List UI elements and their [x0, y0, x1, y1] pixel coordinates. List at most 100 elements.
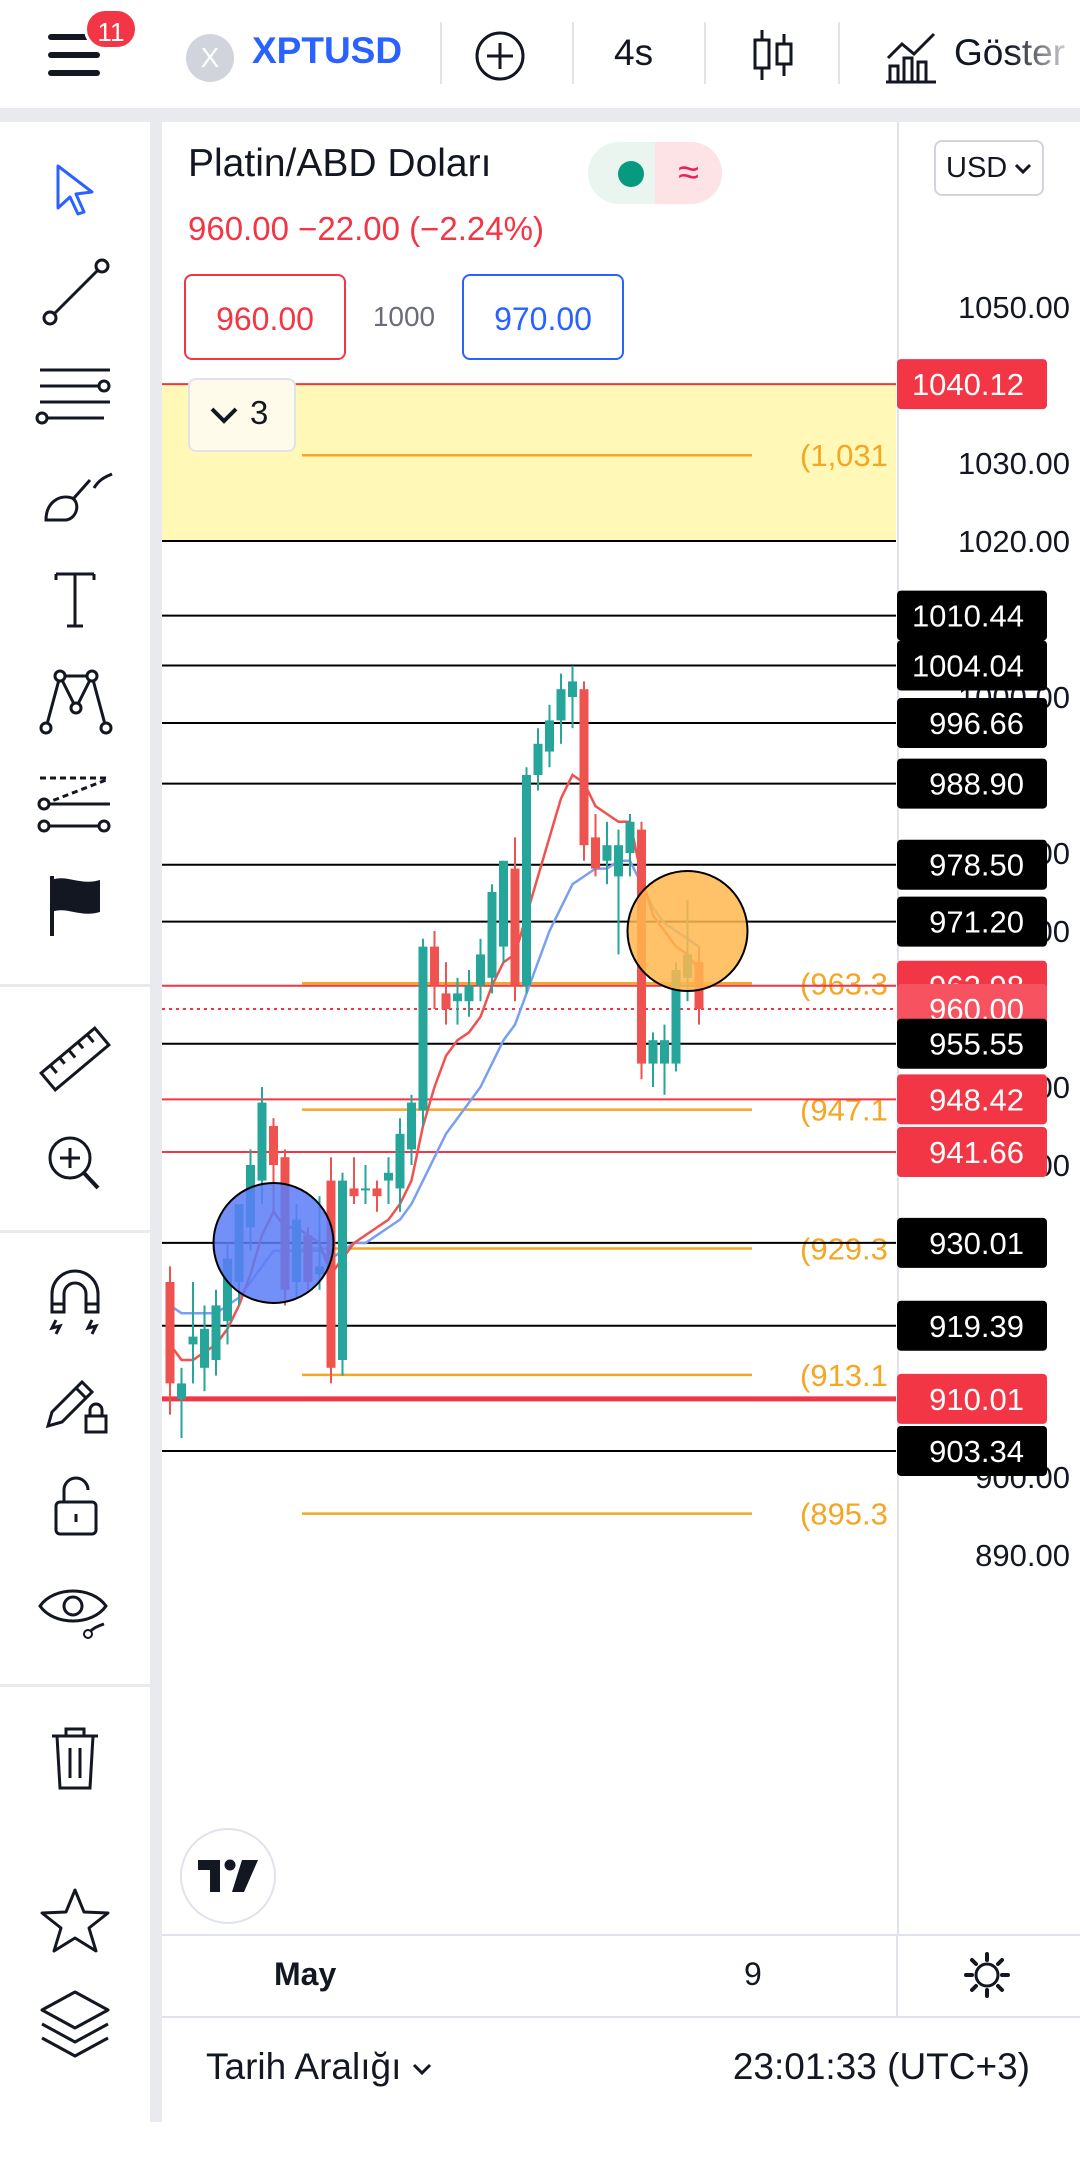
menu-button[interactable] [42, 28, 106, 82]
fib-level-label: (913.1 [800, 1358, 888, 1393]
candle-body [395, 1133, 405, 1189]
lock-drawings-tool[interactable] [30, 1364, 120, 1444]
candle-body [671, 970, 681, 1064]
fib-level-label: (895.3 [800, 1497, 888, 1532]
candle-body [361, 1188, 370, 1191]
candle-body [211, 1305, 221, 1360]
candle-body [441, 993, 451, 1009]
candle-body [579, 689, 589, 846]
candle-body [200, 1328, 209, 1368]
candle-body [533, 743, 543, 775]
candle-body [591, 837, 600, 869]
fib-level-label: (1,031 [800, 438, 888, 473]
pencil-lock-icon [45, 1379, 108, 1434]
trash-icon [52, 1727, 98, 1790]
market-open-dot-icon [618, 161, 644, 187]
candle-body [165, 1282, 175, 1384]
label-fade [1010, 28, 1080, 84]
magnet-tool[interactable] [30, 1262, 120, 1342]
arrow-cursor-icon [56, 164, 94, 216]
zoom-in-tool[interactable] [30, 1122, 120, 1202]
pattern-tool[interactable] [30, 662, 120, 742]
highlight-marker[interactable] [212, 1182, 335, 1304]
trend-line-tool[interactable] [30, 254, 120, 334]
candle-body [464, 985, 474, 1002]
flag-tool[interactable] [30, 866, 120, 946]
market-status-toggle[interactable]: ≈ [588, 142, 722, 204]
chart-pane[interactable]: 1050.001030.001020.001000.00980.00970.00… [162, 122, 1080, 2002]
price-tag [897, 896, 1047, 947]
eye-icon [38, 1589, 108, 1639]
candle-body [418, 946, 428, 1111]
chart-settings-button[interactable] [962, 1950, 1012, 2000]
candle-body [269, 1126, 278, 1165]
timezone-clock[interactable]: 23:01:33 (UTC+3) [732, 2046, 1030, 2087]
sell-price-button[interactable]: 960.00 [184, 274, 346, 360]
object-tree-tool[interactable] [30, 1982, 120, 2062]
price-tag [897, 1373, 1047, 1424]
toolbar-divider [838, 22, 840, 84]
price-tag-label: 978.50 [929, 848, 1024, 883]
price-tag [897, 1300, 1047, 1351]
fib-level-label: (929.3 [800, 1231, 888, 1266]
fib-retracement-tool[interactable] [30, 356, 120, 436]
chevron-down-icon [413, 2064, 432, 2076]
price-tag-label: 910.01 [929, 1382, 1024, 1417]
currency-selector[interactable]: USD [934, 140, 1044, 196]
price-tag [897, 640, 1047, 691]
price-tag [897, 1217, 1047, 1268]
forecast-tool[interactable] [30, 764, 120, 844]
delete-tool[interactable] [30, 1718, 120, 1798]
toolbar-divider [572, 22, 574, 84]
candle-body [407, 1102, 416, 1150]
symbol-search-button[interactable]: XPTUSD [252, 30, 403, 71]
indicators-chart-icon [886, 32, 936, 84]
highlight-marker[interactable] [626, 870, 749, 992]
interval-button[interactable]: 4s [614, 32, 654, 73]
price-tag [897, 839, 1047, 890]
brush-tool[interactable] [30, 458, 120, 538]
text-tool[interactable] [30, 560, 120, 640]
compare-symbol-button[interactable] [474, 30, 526, 82]
price-tag [897, 1425, 1047, 1476]
candle-body [349, 1188, 359, 1197]
time-axis[interactable]: May 9 [162, 1934, 1080, 2018]
tradingview-logo[interactable] [180, 1828, 276, 1924]
price-chart[interactable]: 1050.001030.001020.001000.00980.00970.00… [162, 122, 1080, 1934]
candle-body [476, 954, 485, 986]
price-tag [897, 1127, 1047, 1178]
spread-value: 1000 [372, 301, 436, 332]
measure-tool[interactable] [30, 1020, 120, 1100]
toolbar-shadow [0, 108, 1080, 122]
fib-level-label: (963.3 [800, 966, 888, 1001]
candle-body [257, 1102, 267, 1181]
visibility-tool[interactable] [30, 1568, 120, 1648]
candle-body [384, 1172, 393, 1181]
price-tag-label: 988.90 [929, 767, 1024, 802]
price-tick-label: 1030.00 [958, 446, 1070, 481]
cursor-tool[interactable] [30, 152, 120, 232]
fib-lines-icon [35, 368, 111, 425]
drawing-toolbar [0, 122, 150, 2170]
lock-all-tool[interactable] [30, 1466, 120, 1546]
chart-type-button[interactable] [748, 26, 798, 84]
candle-body [338, 1180, 347, 1360]
buy-price-button[interactable]: 970.00 [462, 274, 624, 360]
price-tag-label: 930.01 [929, 1226, 1024, 1261]
currency-label: USD [946, 152, 1008, 184]
text-icon [54, 572, 96, 628]
candle-body [326, 1180, 336, 1368]
candle-body [188, 1336, 198, 1345]
indicators-collapse-button[interactable]: 3 [188, 378, 296, 452]
indicators-button[interactable]: Göster [880, 28, 1080, 84]
symbol-logo-icon: X [186, 34, 234, 82]
price-tag [897, 758, 1047, 809]
trend-line-icon [42, 258, 110, 326]
toolbar-gutter [150, 122, 162, 2122]
price-change: 960.00 −22.00 (−2.24%) [188, 210, 544, 247]
candle-body [660, 1040, 669, 1064]
price-tick-label: 1020.00 [958, 524, 1070, 559]
favorites-tool[interactable] [30, 1880, 120, 1960]
date-range-button[interactable]: Tarih Aralığı [206, 2046, 433, 2088]
magnet-icon [49, 1269, 100, 1335]
